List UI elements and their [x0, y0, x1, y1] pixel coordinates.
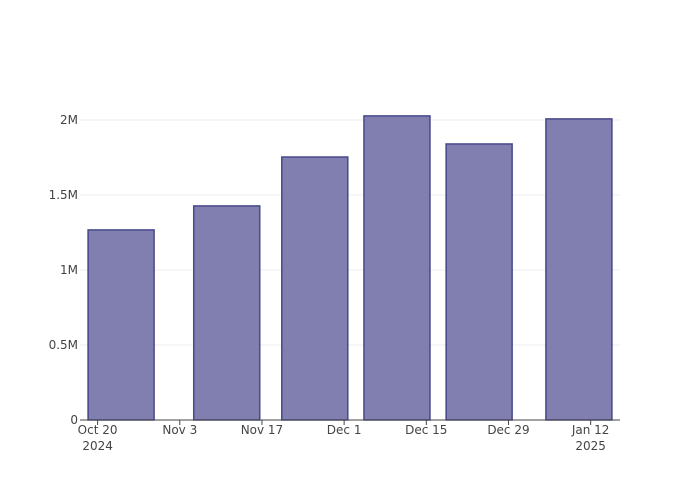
bar: [545, 118, 613, 421]
bar: [192, 205, 261, 421]
bar: [363, 115, 431, 421]
y-tick-label: 1M: [60, 263, 78, 277]
bar: [87, 229, 155, 421]
y-tick-label: 1.5M: [49, 188, 78, 202]
x-tick-label: Jan 12 2025: [571, 423, 610, 453]
bar: [281, 156, 349, 421]
x-tick-label: Dec 1: [327, 423, 362, 437]
y-tick-label: 2M: [60, 113, 78, 127]
x-tick-label: Oct 20 2024: [78, 423, 118, 453]
x-tick-label: Nov 3: [162, 423, 197, 437]
y-tick-label: 0: [70, 413, 78, 427]
x-tick-label: Dec 15: [405, 423, 447, 437]
bar: [445, 143, 513, 421]
x-tick-label: Nov 17: [241, 423, 284, 437]
y-tick-label: 0.5M: [49, 338, 78, 352]
x-tick-label: Dec 29: [487, 423, 529, 437]
